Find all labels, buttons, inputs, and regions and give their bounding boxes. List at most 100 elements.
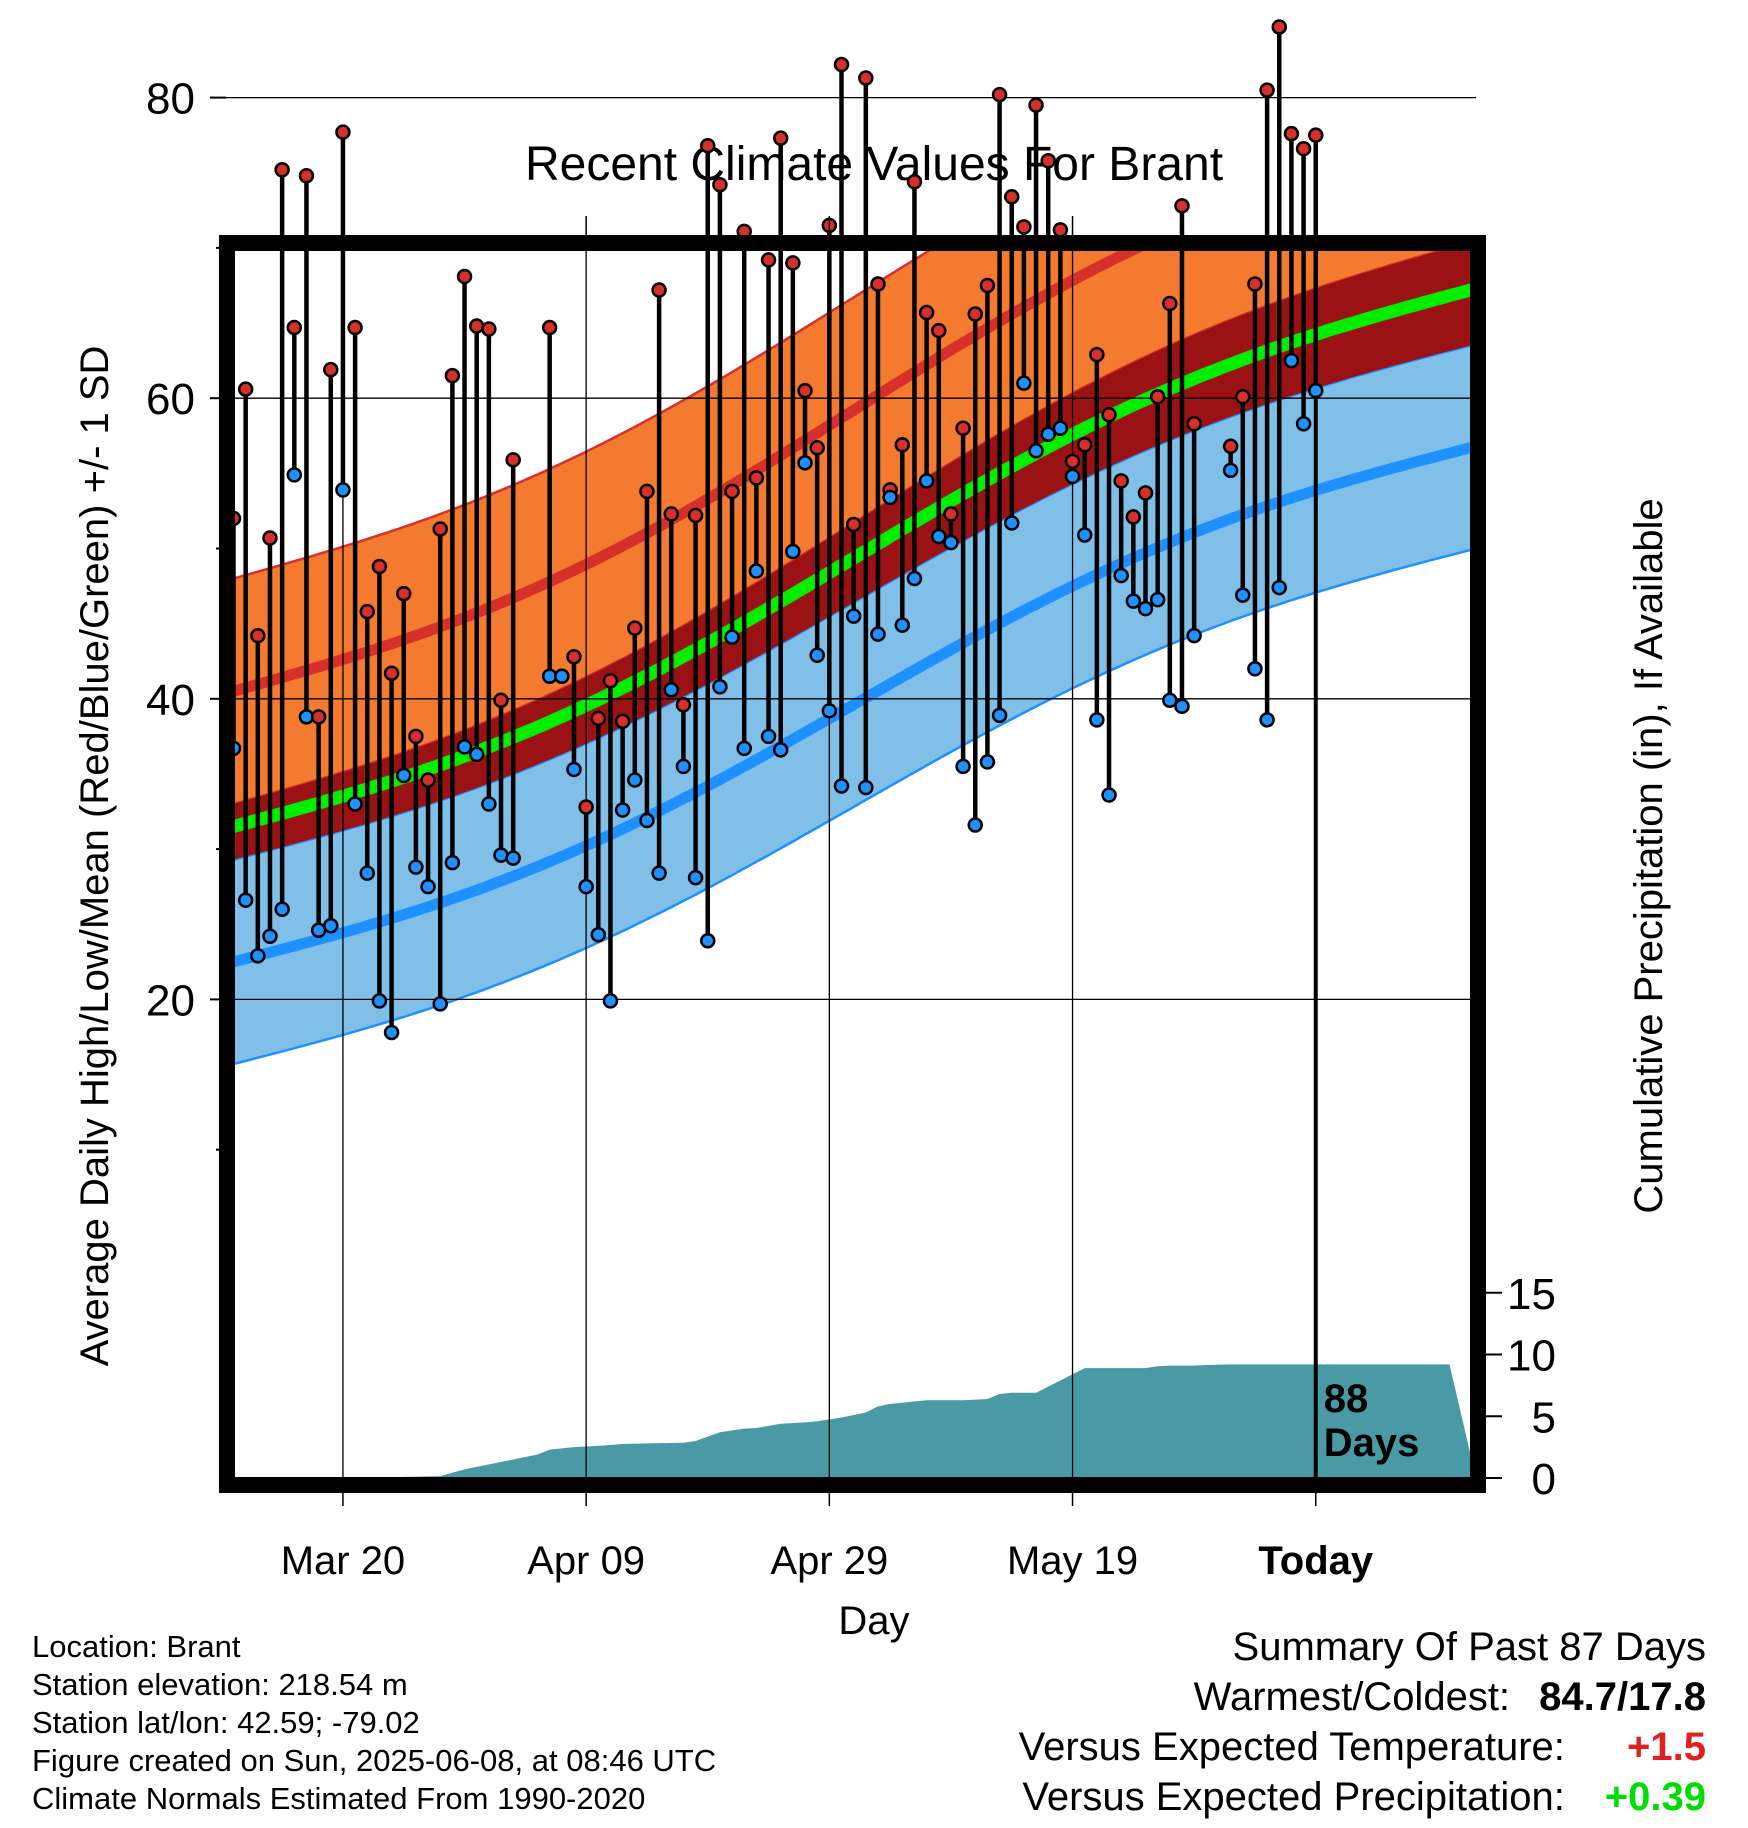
observed-high-point xyxy=(906,174,923,190)
observed-low-point xyxy=(1076,527,1093,543)
observed-low-point xyxy=(286,467,303,483)
y-tick-label: 40 xyxy=(146,676,195,725)
latlon-text: Station lat/lon: 42.59; -79.02 xyxy=(32,1705,420,1740)
observed-low-point xyxy=(1052,420,1069,437)
summary-temp: Versus Expected Temperature: +1.5 xyxy=(1019,1722,1706,1772)
observed-low-point xyxy=(1040,426,1056,443)
normals-text: Climate Normals Estimated From 1990-2020 xyxy=(32,1781,646,1816)
observed-low-point xyxy=(870,626,886,642)
observed-low-point xyxy=(481,796,497,812)
observed-low-point xyxy=(943,534,959,551)
x-axis-label: Day xyxy=(838,1599,909,1643)
observed-high-point xyxy=(1113,473,1129,489)
observed-low-point xyxy=(493,847,509,863)
plot-area xyxy=(226,96,1476,1478)
observed-high-point xyxy=(566,648,582,665)
x-tick-label: Mar 20 xyxy=(281,1539,406,1583)
observed-high-point xyxy=(845,516,862,533)
observed-high-point xyxy=(383,665,400,681)
observed-low-point xyxy=(1149,591,1166,608)
summary-warm-cold: Warmest/Coldest: 84.7/17.8 xyxy=(1019,1672,1706,1722)
station-info: Location: Brant Station elevation: 218.5… xyxy=(32,1628,716,1818)
observed-high-point xyxy=(687,507,704,524)
observed-low-point xyxy=(906,570,923,587)
observed-high-point xyxy=(347,319,363,336)
observed-high-point xyxy=(1016,219,1032,235)
y2-tick-label: 10 xyxy=(1507,1332,1556,1381)
observed-low-point xyxy=(858,779,874,796)
observed-high-point xyxy=(371,558,388,575)
observed-high-point xyxy=(1162,295,1178,312)
observed-high-point xyxy=(1247,276,1263,292)
observed-low-point xyxy=(785,543,801,560)
observed-high-point xyxy=(675,697,692,713)
observed-high-point xyxy=(1259,82,1275,98)
observed-low-point xyxy=(456,739,473,755)
observed-low-point xyxy=(1295,416,1312,432)
observed-low-point xyxy=(566,761,582,778)
observed-low-point xyxy=(639,812,655,829)
observed-high-point xyxy=(541,319,558,336)
observed-low-point xyxy=(614,802,631,818)
observed-low-point xyxy=(420,878,436,895)
observed-low-point xyxy=(432,996,448,1012)
observed-high-point xyxy=(250,627,266,644)
location-text: Location: Brant xyxy=(32,1629,241,1664)
observed-low-point xyxy=(274,901,290,917)
observed-high-point xyxy=(1040,152,1056,169)
observed-low-point xyxy=(1028,443,1044,459)
observed-low-point xyxy=(1186,627,1202,644)
observed-high-point xyxy=(1064,453,1081,470)
observed-high-point xyxy=(785,255,801,271)
observed-low-point xyxy=(444,854,461,871)
observed-low-point xyxy=(736,740,752,757)
observed-high-point xyxy=(1235,388,1251,405)
observed-low-point xyxy=(1174,698,1190,715)
observed-high-point xyxy=(663,506,680,522)
y2-tick-label: 5 xyxy=(1532,1393,1556,1442)
y2-tick-label: 0 xyxy=(1532,1455,1556,1504)
observed-low-point xyxy=(383,1024,400,1041)
elevation-text: Station elevation: 218.54 m xyxy=(32,1667,408,1702)
observed-high-point xyxy=(323,361,339,378)
temp-value: +1.5 xyxy=(1627,1725,1706,1769)
observed-low-point xyxy=(1137,600,1154,617)
observed-high-point xyxy=(505,452,521,468)
observed-high-point xyxy=(833,56,850,73)
plot-frame xyxy=(219,235,1486,1493)
observed-high-point xyxy=(420,772,436,788)
observed-high-point xyxy=(1137,485,1154,501)
x-tick-label: Apr 09 xyxy=(527,1539,645,1583)
observed-high-point xyxy=(931,322,947,339)
observed-low-point xyxy=(882,489,898,506)
observed-high-point xyxy=(262,530,278,546)
observed-low-point xyxy=(1125,593,1142,609)
temp-label: Versus Expected Temperature: xyxy=(1018,1725,1565,1769)
observed-low-point xyxy=(347,796,363,812)
observed-low-point xyxy=(675,758,692,775)
summary-heading: Summary Of Past 87 Days xyxy=(1232,1625,1706,1669)
observed-low-point xyxy=(250,948,266,964)
observed-high-point xyxy=(943,506,959,522)
observed-low-point xyxy=(797,455,813,471)
observed-low-point xyxy=(748,563,765,579)
observed-high-point xyxy=(870,276,886,292)
observed-high-point xyxy=(274,161,290,178)
observed-high-point xyxy=(1271,19,1288,35)
observed-high-point xyxy=(310,709,327,725)
observed-low-point xyxy=(335,482,351,498)
chart-axes: 20 40 60 80 0 5 10 15 Mar 20 Apr 09 Apr 29 May 19 To… xyxy=(146,75,1556,1583)
observed-high-point xyxy=(432,521,448,537)
observed-low-point xyxy=(772,742,789,758)
observed-low-point xyxy=(1307,382,1324,399)
observed-high-point xyxy=(772,130,789,146)
today-days-label: Days xyxy=(1324,1421,1420,1465)
observed-high-point xyxy=(1089,346,1105,363)
observed-low-point xyxy=(1283,352,1300,369)
observed-low-point xyxy=(833,778,850,794)
observed-low-point xyxy=(1113,567,1129,584)
observed-high-point xyxy=(578,799,594,815)
observed-high-point xyxy=(1222,438,1239,455)
observed-high-point xyxy=(395,585,412,602)
observed-low-point xyxy=(687,869,704,886)
